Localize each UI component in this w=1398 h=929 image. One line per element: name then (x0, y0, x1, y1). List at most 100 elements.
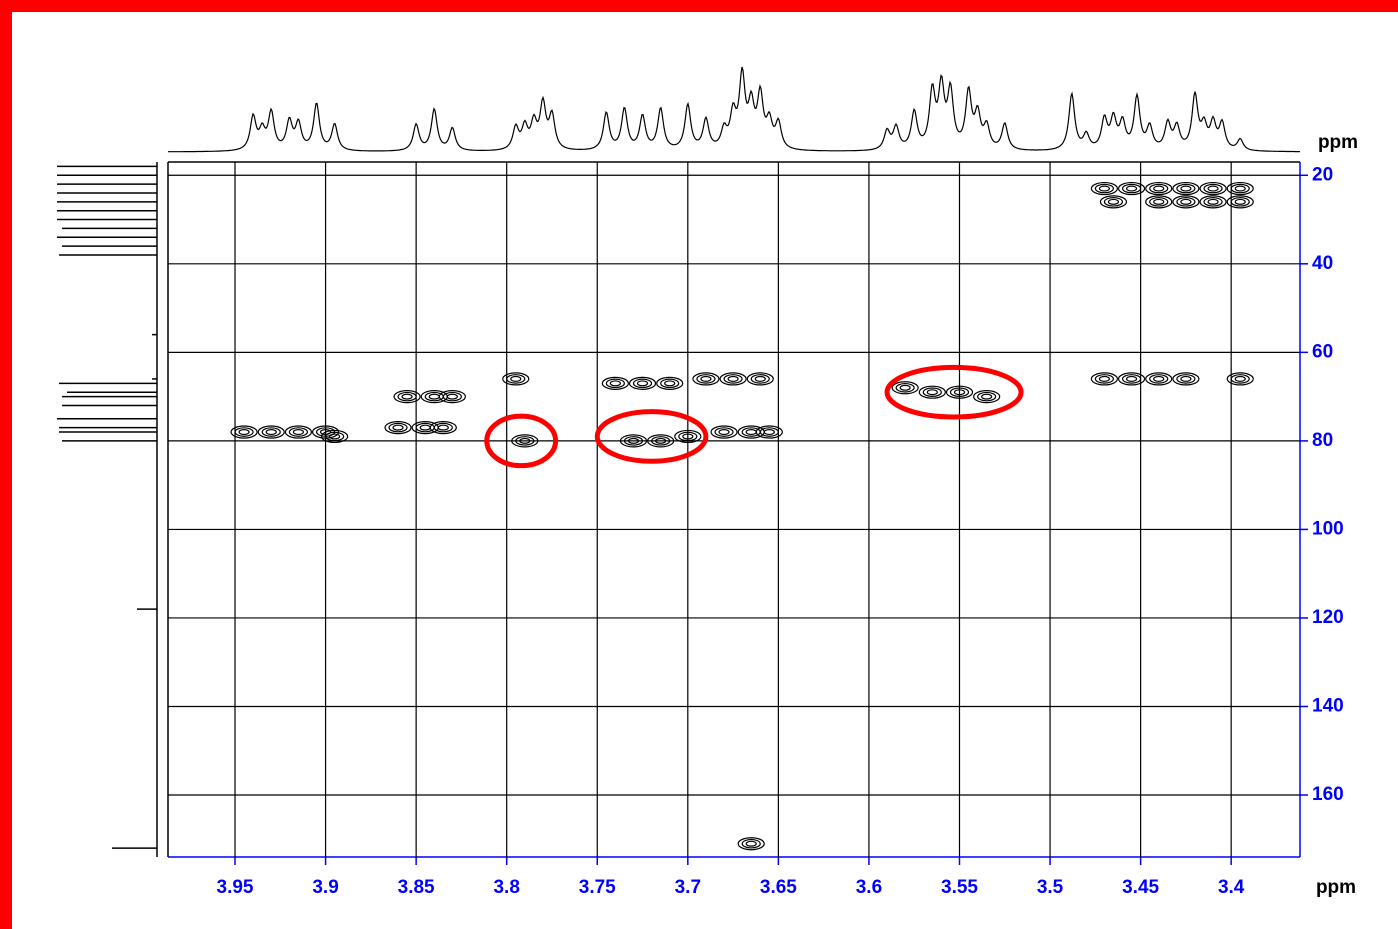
cross-peak-contour (519, 437, 531, 444)
cross-peak-contour (1121, 374, 1142, 384)
cross-peak-contour (1149, 183, 1169, 194)
cross-peak-contour (973, 390, 1001, 404)
cross-peak-contour (1145, 181, 1173, 196)
cross-peak-contour (1234, 185, 1246, 192)
cross-peak-contour (1176, 197, 1196, 207)
top-projection (168, 66, 1300, 153)
y-tick-label: 100 (1312, 518, 1344, 539)
cross-peak-contour (682, 433, 694, 440)
cross-peak-contour (1117, 372, 1146, 386)
cross-peak-contour (433, 422, 453, 433)
cross-peak-contour (1094, 374, 1114, 384)
cross-peak-contour (511, 434, 539, 448)
cross-peak-contour (1153, 375, 1165, 382)
cross-peak-contour (678, 431, 698, 442)
cross-peak-contour (446, 393, 458, 400)
cross-peak-contour (627, 437, 640, 444)
cross-peak-contour (1098, 185, 1110, 192)
cross-peak-contour (692, 372, 720, 386)
cross-peak-contour (918, 385, 946, 399)
cross-peak-contour (647, 434, 675, 448)
cross-peak-contour (257, 425, 285, 439)
cross-peak-contour (727, 375, 739, 382)
cross-peak-contour (388, 422, 408, 433)
cross-peak-contour (506, 374, 526, 384)
y-tick-label: 60 (1312, 341, 1333, 362)
cross-peak-contour (502, 372, 530, 386)
cross-peak-contour (401, 393, 413, 400)
cross-peak-contour (329, 433, 341, 440)
x-tick-label: 3.4 (1218, 877, 1245, 898)
cross-peak-contour (515, 436, 535, 446)
cross-peak-contour (1180, 375, 1192, 382)
cross-peak-contour (428, 393, 440, 400)
cross-peak-contour (1207, 198, 1219, 205)
cross-peak-contour (1149, 374, 1169, 384)
y-tick-label: 140 (1312, 696, 1344, 717)
x-tick-label: 3.6 (856, 877, 882, 898)
cross-peak-contour (261, 427, 281, 437)
cross-peak-contour (1230, 183, 1250, 194)
cross-peak-contour (1172, 181, 1200, 196)
cross-peak-contour (284, 425, 313, 439)
cross-peak-contour (601, 376, 629, 390)
cross-peak-contour (510, 375, 522, 382)
cross-peak-contour (1203, 197, 1223, 207)
cross-peak-contour (1172, 372, 1200, 386)
cross-peak-contour (750, 374, 770, 384)
cross-peak-contour (1149, 197, 1169, 207)
cross-peak-contour (292, 429, 305, 436)
cross-peak-contour (230, 425, 258, 439)
cross-peak-contour (1180, 185, 1192, 192)
cross-peak-contour (891, 381, 919, 395)
cross-peak-contour (1230, 197, 1250, 207)
cross-peak-contour (746, 372, 774, 386)
cross-peak-contour (949, 387, 970, 397)
red-border-top (0, 0, 1398, 12)
cross-peak-contour (922, 387, 942, 397)
cross-peak-contour (1226, 195, 1254, 209)
x-tick-label: 3.55 (941, 877, 978, 898)
cross-peak-contour (1226, 372, 1254, 386)
cross-peak-contour (714, 427, 734, 437)
cross-peak-contour (945, 385, 974, 399)
cross-peak-contour (442, 391, 462, 402)
cross-peak-contour (737, 837, 765, 851)
cross-peak-contour (1172, 195, 1200, 209)
cross-peak-contour (1234, 375, 1246, 382)
cross-peak-contour (1226, 181, 1254, 196)
cross-peak-contour (1125, 185, 1138, 192)
cross-peak-contour (438, 390, 466, 404)
cross-peak-contour (325, 431, 345, 442)
cross-peak-contour (696, 374, 716, 384)
cross-peak-contour (1099, 195, 1128, 209)
cross-peak-contour (1153, 185, 1165, 192)
highlight-circle (594, 409, 709, 464)
cross-peak-contour (755, 425, 783, 439)
highlight-circle (884, 364, 1024, 420)
cross-peak-contour (710, 425, 738, 439)
cross-peak-contour (759, 427, 779, 437)
x-tick-label: 3.95 (217, 877, 254, 898)
cross-peak-contour (895, 382, 915, 393)
cross-peak-contour (718, 429, 730, 436)
x-tick-label: 3.85 (398, 877, 435, 898)
cross-peak-contour (1103, 197, 1124, 207)
cross-peak-contour (238, 429, 250, 436)
y-tick-label: 120 (1312, 607, 1344, 628)
cross-peak-contour (321, 429, 349, 444)
cross-peak-contour (745, 840, 757, 847)
cross-peak-contour (437, 424, 449, 431)
cross-peak-contour (1176, 374, 1196, 384)
cross-peak-contour (1090, 181, 1118, 196)
x-tick-label: 3.7 (675, 877, 701, 898)
cross-peak-contour (741, 838, 761, 849)
cross-peak-contour (1145, 195, 1173, 209)
x-tick-label: 3.45 (1122, 877, 1159, 898)
cross-peak-contour (1121, 183, 1142, 194)
cross-peak-contour (1125, 375, 1138, 382)
cross-peak-contour (977, 391, 997, 402)
cross-peak-contour (719, 372, 747, 386)
cross-peak-contour (623, 436, 644, 446)
cross-peak-contour (288, 427, 309, 437)
